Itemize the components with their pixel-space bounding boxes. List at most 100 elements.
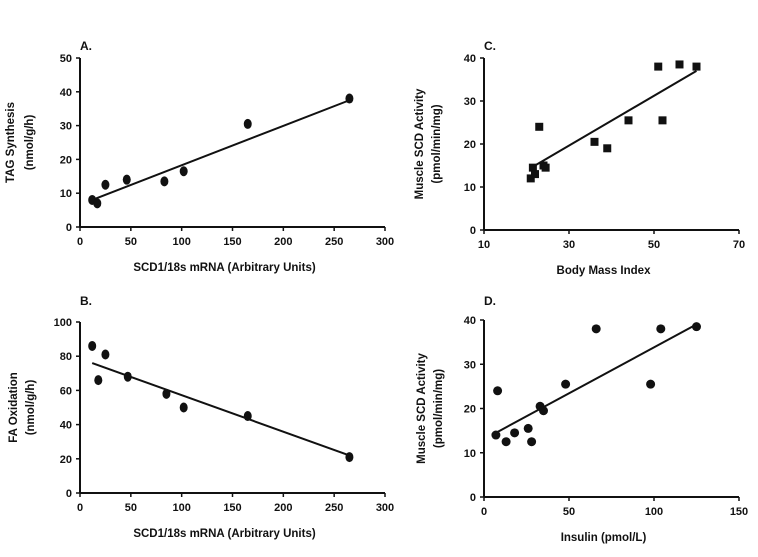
- data-point: [675, 60, 684, 69]
- y-tick-label: 30: [464, 359, 476, 371]
- data-point: [646, 379, 656, 389]
- x-tick-label: 150: [730, 506, 748, 518]
- data-point: [528, 163, 537, 172]
- y-axis-title-line: (nmol/g/h): [24, 115, 36, 171]
- panel-b: B. 0 50 100 150 200 250 300 0 20 40 60 80 100 SCD1/18s…: [8, 294, 394, 540]
- data-point: [123, 371, 132, 382]
- y-tick-label: 30: [60, 121, 72, 133]
- data-point: [591, 324, 601, 334]
- panel-label: D.: [484, 294, 496, 308]
- regression-line: [534, 70, 698, 167]
- data-point: [561, 379, 571, 389]
- x-axis-title: SCD1/18s mRNA (Arbitrary Units): [133, 262, 316, 274]
- data-point: [531, 170, 539, 179]
- x-tick-label: 100: [172, 502, 190, 514]
- x-tick-label: 50: [125, 236, 137, 248]
- x-tick-label: 100: [172, 236, 190, 248]
- data-point: [345, 93, 354, 104]
- data-point: [162, 388, 171, 399]
- y-axis-title-line: FA Oxidation: [8, 372, 20, 443]
- data-point: [94, 375, 103, 386]
- x-tick-label: 0: [481, 506, 487, 518]
- x-tick-label: 100: [645, 506, 663, 518]
- y-tick-label: 20: [60, 454, 72, 466]
- x-tick-label: 300: [376, 236, 394, 248]
- data-point: [656, 324, 666, 334]
- data-point: [539, 406, 548, 416]
- x-tick-label: 0: [77, 236, 83, 248]
- x-axis-title: Body Mass Index: [557, 265, 652, 277]
- x-tick-label: 300: [376, 502, 394, 514]
- data-point: [179, 402, 188, 413]
- data-point: [535, 122, 544, 131]
- y-tick-label: 100: [54, 317, 72, 329]
- y-tick-label: 40: [464, 53, 476, 65]
- x-tick-label: 50: [125, 502, 137, 514]
- x-tick-label: 150: [223, 236, 241, 248]
- y-axis-title-line: (nmol/g/h): [25, 380, 37, 436]
- data-point: [101, 179, 110, 190]
- data-point: [658, 116, 667, 125]
- data-point: [590, 137, 599, 146]
- panel-d: D. 0 50 100 150 0 10 20 30 40 Insulin (pmol/L) Musc…: [416, 294, 748, 544]
- regression-line: [91, 99, 350, 201]
- x-axis-title: SCD1/18s mRNA (Arbitrary Units): [133, 528, 316, 540]
- y-axis-title-line: (pmol/min/mg): [433, 369, 445, 448]
- data-point: [93, 198, 102, 209]
- data-point: [692, 322, 701, 332]
- panel-a: A. 0 50 100 150 200 250 300 0 10 20 30 40 50 SCD1/18s …: [5, 39, 394, 274]
- y-tick-label: 20: [464, 404, 476, 416]
- regression-line: [91, 362, 350, 457]
- x-tick-label: 0: [77, 502, 83, 514]
- data-point: [526, 174, 535, 183]
- data-point: [243, 118, 252, 129]
- x-tick-label: 70: [733, 239, 745, 251]
- x-tick-label: 200: [274, 502, 292, 514]
- y-tick-label: 0: [66, 488, 72, 500]
- y-axis-title-line: Muscle SCD Activity: [416, 353, 428, 464]
- data-point: [243, 411, 252, 422]
- data-point: [491, 430, 501, 440]
- data-point: [624, 116, 633, 125]
- x-tick-label: 30: [563, 239, 575, 251]
- y-axis-title-line: TAG Synthesis: [5, 102, 17, 183]
- y-tick-label: 10: [464, 182, 476, 194]
- y-tick-label: 60: [60, 385, 72, 397]
- data-point: [345, 452, 354, 463]
- y-tick-label: 0: [470, 492, 476, 504]
- x-axis-title: Insulin (pmol/L): [561, 532, 647, 544]
- y-tick-label: 40: [60, 87, 72, 99]
- x-tick-label: 50: [563, 506, 575, 518]
- y-axis-title-line: (pmol/min/mg): [431, 104, 443, 183]
- y-tick-label: 30: [464, 96, 476, 108]
- data-point: [101, 349, 110, 360]
- y-tick-label: 0: [66, 222, 72, 234]
- data-point: [692, 62, 701, 71]
- x-tick-label: 200: [274, 236, 292, 248]
- x-tick-label: 150: [223, 502, 241, 514]
- data-point: [523, 423, 533, 433]
- panel-label: B.: [80, 294, 92, 308]
- x-tick-label: 10: [478, 239, 490, 251]
- regression-line: [495, 323, 697, 434]
- panel-label: A.: [80, 39, 92, 53]
- data-point: [603, 144, 612, 153]
- y-tick-label: 0: [470, 225, 476, 237]
- data-point: [160, 176, 169, 187]
- data-point: [493, 386, 503, 396]
- panel-label: C.: [484, 39, 496, 53]
- x-tick-label: 250: [325, 502, 343, 514]
- data-point: [541, 163, 550, 172]
- data-point: [122, 174, 131, 185]
- data-point: [501, 437, 511, 447]
- y-tick-label: 20: [464, 139, 476, 151]
- y-tick-label: 10: [60, 188, 72, 200]
- y-tick-label: 40: [60, 420, 72, 432]
- data-point: [88, 340, 97, 351]
- x-tick-label: 50: [648, 239, 660, 251]
- data-point: [510, 428, 520, 438]
- y-tick-label: 40: [464, 315, 476, 327]
- data-point: [527, 437, 537, 447]
